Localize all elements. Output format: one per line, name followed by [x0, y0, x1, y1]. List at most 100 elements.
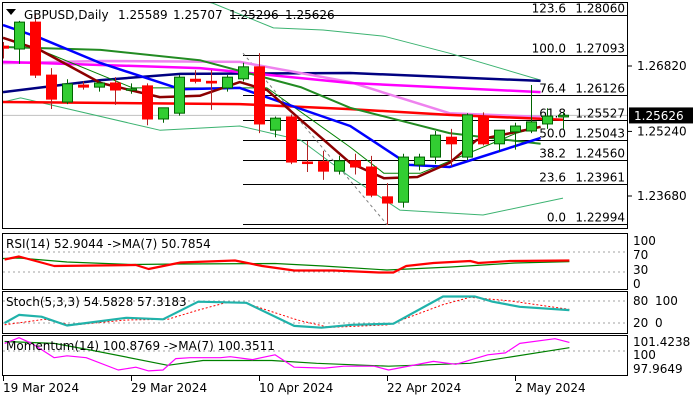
candle [222, 75, 233, 92]
candle [462, 113, 473, 160]
candle-body-bullish [398, 156, 409, 203]
candle-body-bullish [126, 88, 137, 91]
candle-body-bearish [206, 80, 217, 84]
fib-price-label: 1.27093 [575, 42, 625, 56]
rsi-axis-70: 70 [633, 248, 648, 262]
ma-magenta-line [3, 60, 541, 94]
date-label: 29 Mar 2024 [131, 381, 207, 395]
trendline [242, 52, 388, 225]
momentum-axis-min: 97.9649 [633, 362, 683, 376]
high-price: 1.25707 [173, 8, 223, 22]
candle [446, 128, 457, 167]
date-label: 22 Apr 2024 [387, 381, 461, 395]
candle [302, 140, 313, 172]
bb-upper-line [209, 3, 541, 81]
candle-body-bullish [158, 107, 169, 120]
candle-body-bullish [510, 125, 521, 133]
fib-price-label: 1.25527 [575, 107, 625, 121]
momentum-axis-max: 101.4238 [633, 335, 690, 349]
candle-body-bearish [366, 166, 377, 196]
candle [350, 153, 361, 175]
fib-price-label: 1.24560 [575, 147, 625, 161]
candle [494, 129, 505, 152]
candle [270, 116, 281, 138]
stoch-panel-border [2, 291, 628, 334]
stoch-axis-0: 0 [655, 316, 663, 330]
price-axis-label: 1.25240 [637, 124, 687, 138]
candle [526, 85, 537, 134]
candle-body-bearish [446, 136, 457, 145]
candle [382, 183, 393, 225]
candle [174, 75, 185, 116]
stoch-axis-100: 100 [655, 294, 678, 308]
momentum-ma-line [4, 340, 570, 367]
candle [30, 13, 41, 79]
current-price-box [629, 107, 693, 124]
candle-body-bullish [414, 156, 425, 166]
candle [254, 53, 265, 134]
candle [142, 83, 153, 126]
date-label: 19 Mar 2024 [3, 381, 79, 395]
candle [510, 122, 521, 150]
candle [46, 68, 57, 110]
candle-body-bearish [302, 161, 313, 165]
open-price: 1.25589 [118, 8, 168, 22]
price-axis-label: 1.26820 [637, 59, 687, 73]
candle [318, 150, 329, 180]
stoch-k-line [4, 295, 570, 329]
fib-level-label: 38.2 [539, 147, 566, 161]
indicator-panels[interactable] [3, 251, 627, 372]
date-label: 10 Apr 2024 [259, 381, 333, 395]
candle-body-bullish [558, 114, 569, 118]
candle [78, 81, 89, 90]
fib-level-label: 50.0 [539, 127, 566, 141]
rsi-axis-0: 0 [633, 277, 641, 291]
candle [430, 130, 441, 165]
candle-body-bullish [542, 115, 553, 125]
fib-price-label: 1.25043 [575, 127, 625, 141]
candle-body-bearish [318, 161, 329, 172]
candle-body-bullish [174, 76, 185, 114]
momentum-label: Momentum(14) 100.8769 ->MA(7) 100.3511 [6, 339, 275, 353]
candle-body-bearish [46, 74, 57, 100]
fib-level-label: 0.0 [547, 211, 566, 225]
fib-price-label: 1.23961 [575, 171, 625, 185]
close-price: 1.25626 [285, 8, 335, 22]
rsi-ma-line [3, 257, 570, 271]
triangle-down-icon[interactable] [6, 9, 16, 15]
candle [558, 111, 569, 129]
fib-price-label: 1.28060 [575, 2, 625, 16]
candle [158, 107, 169, 123]
candle [334, 155, 345, 175]
stoch-axis-80: 80 [633, 294, 648, 308]
momentum-line [4, 337, 570, 372]
rsi-line [4, 255, 570, 274]
ma-violet-line [3, 59, 541, 119]
candle-body-bearish [30, 21, 41, 76]
price-axis-label: 1.23680 [637, 189, 687, 203]
fib-price-label: 1.22994 [575, 211, 625, 225]
candle-body-bullish [14, 21, 25, 50]
candle-body-bearish [78, 84, 89, 88]
candle-body-bearish [3, 45, 9, 49]
momentum-axis-100: 100 [633, 348, 656, 362]
price-panel-border [2, 2, 628, 229]
date-label: 2 May 2024 [515, 381, 586, 395]
fib-level-label: 123.6 [532, 2, 566, 16]
candle [3, 41, 9, 59]
candle-body-bullish [494, 129, 505, 145]
candle-body-bearish [286, 116, 297, 163]
low-price: 1.25296 [229, 8, 279, 22]
candle-body-bullish [238, 66, 249, 80]
candle [366, 155, 377, 198]
fib-level-label: 100.0 [532, 42, 566, 56]
candle [478, 112, 489, 146]
candle [110, 77, 121, 105]
symbol-label: GBPUSD,Daily [24, 8, 109, 22]
candle [62, 79, 73, 105]
candle-body-bullish [462, 114, 473, 158]
candle-body-bearish [190, 78, 201, 82]
stoch-axis-20: 20 [633, 316, 648, 330]
